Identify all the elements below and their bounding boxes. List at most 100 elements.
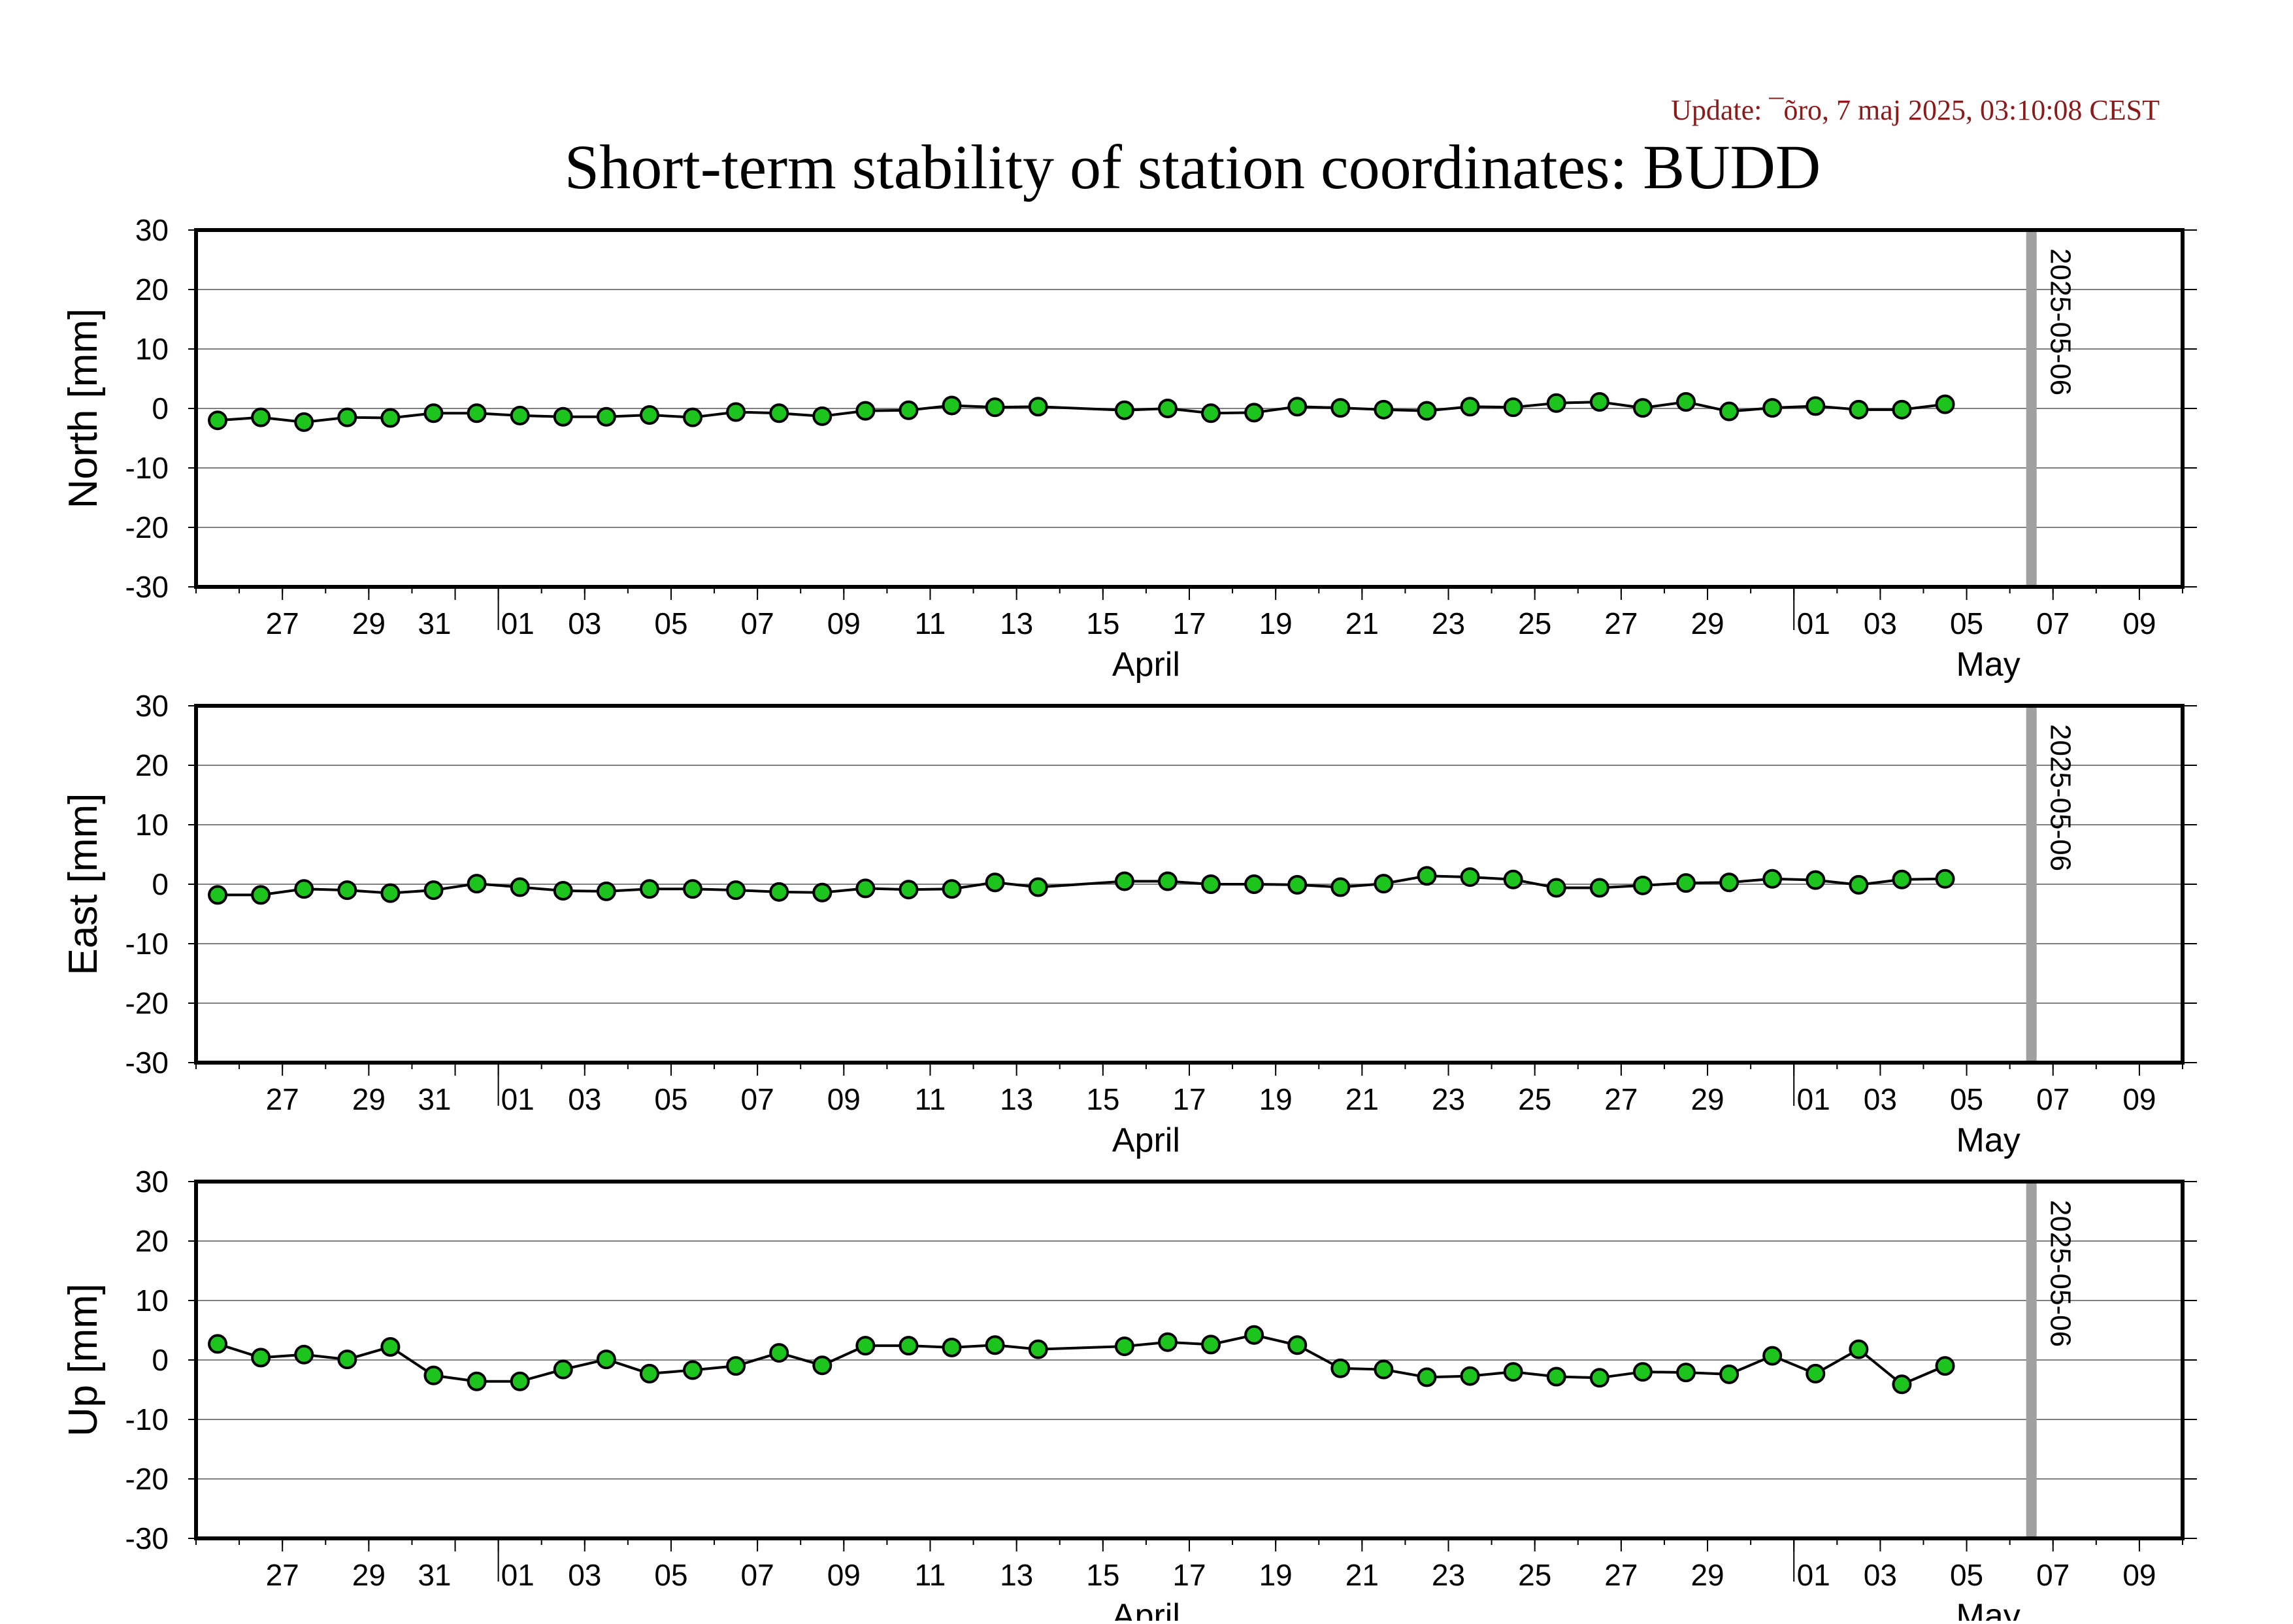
month-label-april: April bbox=[1112, 1597, 1180, 1621]
data-point bbox=[769, 1343, 789, 1363]
data-point bbox=[1157, 871, 1178, 891]
date-marker-label: 2025-05-06 bbox=[2045, 248, 2077, 395]
data-point bbox=[1806, 1363, 1826, 1384]
data-point bbox=[942, 1337, 962, 1357]
x-tick-label: 27 bbox=[266, 1082, 299, 1116]
data-point bbox=[683, 879, 702, 899]
data-point bbox=[812, 406, 833, 426]
x-tick-label: 03 bbox=[568, 606, 601, 640]
data-point bbox=[985, 872, 1005, 893]
data-point bbox=[423, 1365, 444, 1385]
series-line bbox=[217, 400, 1945, 423]
data-point bbox=[1632, 1362, 1653, 1382]
data-point bbox=[639, 1363, 659, 1384]
data-point bbox=[337, 1350, 357, 1370]
data-point bbox=[1460, 397, 1480, 417]
y-tick-label: -20 bbox=[125, 510, 169, 544]
month-label-may: May bbox=[1956, 646, 2020, 684]
data-point bbox=[596, 1350, 616, 1370]
x-tick-label: 29 bbox=[352, 1082, 386, 1116]
data-point bbox=[1546, 878, 1566, 898]
data-point bbox=[1244, 874, 1264, 894]
data-point bbox=[1546, 393, 1566, 413]
data-point bbox=[1201, 874, 1221, 894]
month-label-may: May bbox=[1956, 1121, 2020, 1159]
data-point bbox=[467, 403, 487, 423]
data-point bbox=[208, 410, 228, 431]
data-point bbox=[1676, 873, 1696, 893]
data-point bbox=[251, 1348, 271, 1368]
data-point bbox=[1719, 872, 1740, 893]
x-tick-label: 19 bbox=[1259, 1082, 1293, 1116]
data-point bbox=[1806, 396, 1826, 416]
x-tick-label: 31 bbox=[418, 1082, 451, 1116]
x-tick-label: 09 bbox=[2122, 606, 2156, 640]
data-point bbox=[510, 1371, 530, 1391]
data-point bbox=[380, 883, 401, 903]
data-point bbox=[726, 1356, 746, 1376]
y-axis-label: North [mm] bbox=[61, 308, 106, 509]
date-marker-label: 2025-05-06 bbox=[2045, 1200, 2077, 1347]
y-tick-label: 0 bbox=[152, 1343, 169, 1377]
x-tick-label: 19 bbox=[1259, 1558, 1293, 1592]
data-point bbox=[294, 412, 314, 432]
data-point bbox=[855, 401, 876, 421]
x-tick-label: 11 bbox=[915, 1082, 946, 1116]
y-tick-label: -30 bbox=[125, 570, 169, 604]
data-point bbox=[1676, 1363, 1696, 1383]
x-tick-label: 03 bbox=[1864, 606, 1897, 640]
plot-frame bbox=[194, 1180, 2185, 1540]
data-point bbox=[294, 1344, 314, 1365]
y-tick-label: 10 bbox=[135, 808, 169, 842]
data-point bbox=[553, 1359, 573, 1380]
chart-title: Short-term stability of station coordina… bbox=[565, 132, 1821, 202]
data-point bbox=[769, 882, 789, 902]
series-line bbox=[217, 1333, 1946, 1386]
y-tick-label: -20 bbox=[125, 1462, 169, 1496]
data-point bbox=[423, 880, 444, 901]
data-point bbox=[1503, 397, 1523, 418]
data-point bbox=[1762, 1346, 1783, 1366]
y-tick-label: 10 bbox=[135, 332, 169, 366]
data-point bbox=[1935, 1356, 1955, 1376]
data-point bbox=[1244, 403, 1264, 423]
data-point bbox=[510, 405, 530, 425]
x-tick-label: 09 bbox=[2122, 1082, 2156, 1116]
y-tick-label: 20 bbox=[135, 1224, 169, 1258]
y-tick-label: -30 bbox=[125, 1046, 169, 1080]
data-point bbox=[1374, 874, 1394, 894]
data-point bbox=[596, 406, 616, 427]
x-tick-label: 05 bbox=[654, 1082, 687, 1116]
data-point bbox=[1330, 877, 1351, 897]
panels-group: 30 20 10 0 -10 -20 -30 North [mm] 2025-05-06 27 29… bbox=[61, 213, 2197, 1624]
x-tick-label: 29 bbox=[1691, 606, 1724, 640]
x-tick-label: 01 bbox=[1797, 606, 1830, 640]
data-point bbox=[985, 1335, 1005, 1355]
data-point bbox=[942, 395, 962, 416]
data-point bbox=[1762, 398, 1783, 418]
x-tick-label: 01 bbox=[501, 1558, 535, 1592]
x-tick-label: 07 bbox=[2036, 1082, 2070, 1116]
y-tick-label: 30 bbox=[135, 689, 169, 723]
x-tick-label: 27 bbox=[1604, 606, 1638, 640]
data-point bbox=[639, 405, 659, 425]
data-point bbox=[1892, 1374, 1912, 1395]
x-tick-label: 09 bbox=[827, 1558, 861, 1592]
x-tick-label: 19 bbox=[1259, 606, 1293, 640]
plot-frame bbox=[194, 228, 2185, 589]
x-tick-label: 03 bbox=[1864, 1082, 1897, 1116]
data-point bbox=[639, 879, 659, 899]
x-tick-label: 07 bbox=[2036, 1558, 2070, 1592]
x-tick-label: 23 bbox=[1432, 1082, 1465, 1116]
data-point bbox=[1157, 399, 1178, 418]
x-tick-label: 17 bbox=[1172, 1558, 1206, 1592]
data-point bbox=[251, 885, 271, 905]
data-point bbox=[1287, 397, 1308, 417]
x-tick-label: 01 bbox=[501, 606, 535, 640]
y-tick-label: -10 bbox=[125, 451, 169, 485]
x-tick-label: 31 bbox=[418, 1558, 451, 1592]
x-tick-label: 29 bbox=[1691, 1082, 1724, 1116]
panel-up: 30 20 10 0 -10 -20 -30 Up [mm] 2025-05-06 27 29 31 0… bbox=[61, 1165, 2197, 1624]
x-tick-label: 23 bbox=[1432, 606, 1465, 640]
